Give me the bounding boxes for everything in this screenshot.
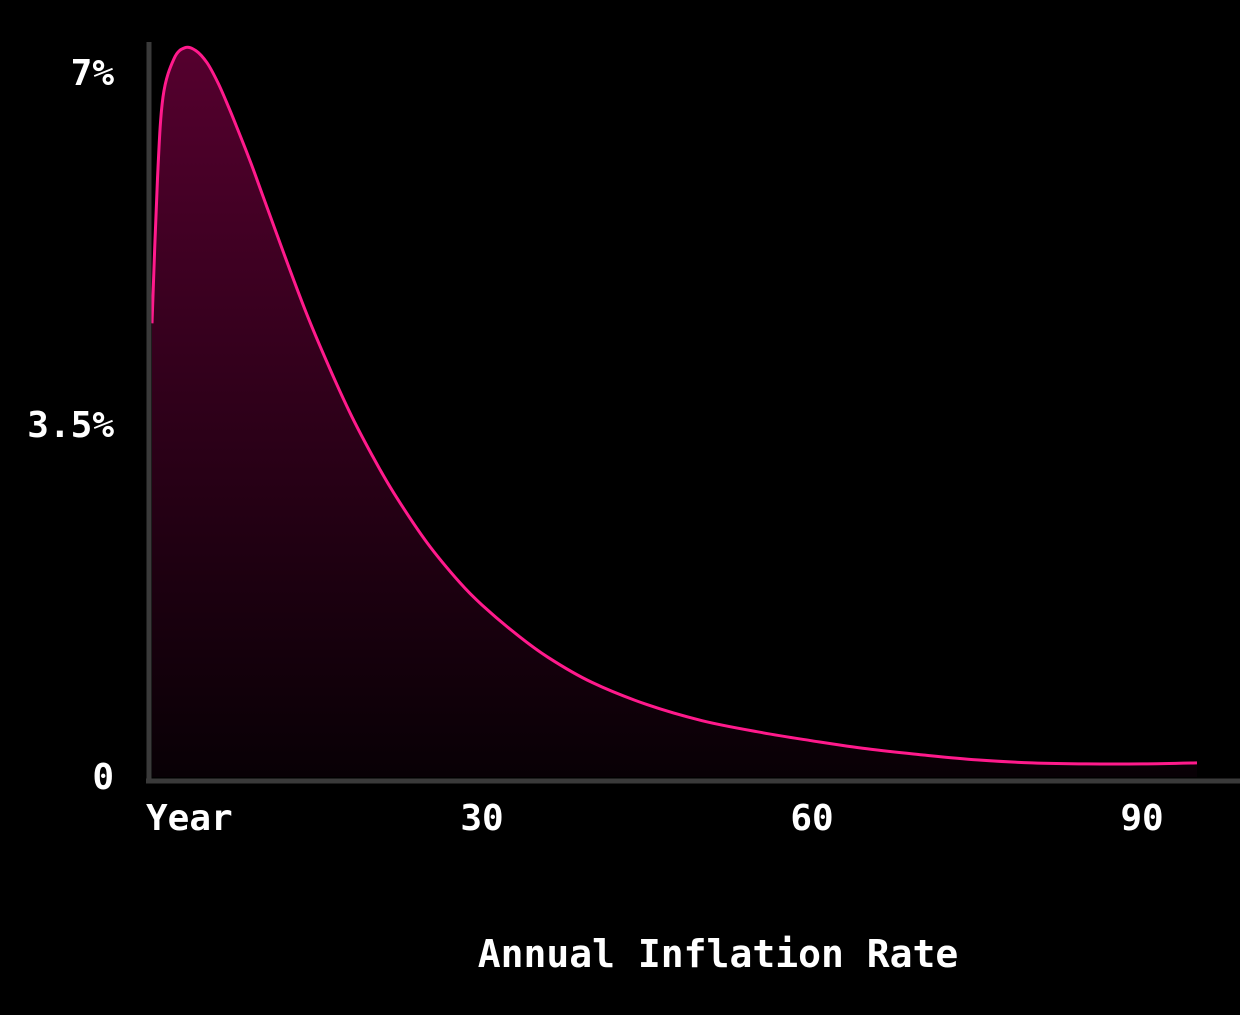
x-tick-label: Year [146,798,233,839]
x-axis-title: Annual Inflation Rate [478,932,958,976]
x-tick-label: 60 [790,798,833,839]
inflation-curve-line [150,45,1198,766]
y-axis-tick-labels: 7% 3.5% 0 [27,53,114,798]
y-tick-label: 0 [92,757,114,798]
x-tick-label: 30 [460,798,503,839]
inflation-area-fill [152,47,1197,778]
y-tick-label: 7% [71,53,115,94]
x-axis-tick-labels: Year 30 60 90 [146,798,1164,839]
y-tick-label: 3.5% [27,405,114,446]
x-tick-label: 90 [1120,798,1163,839]
